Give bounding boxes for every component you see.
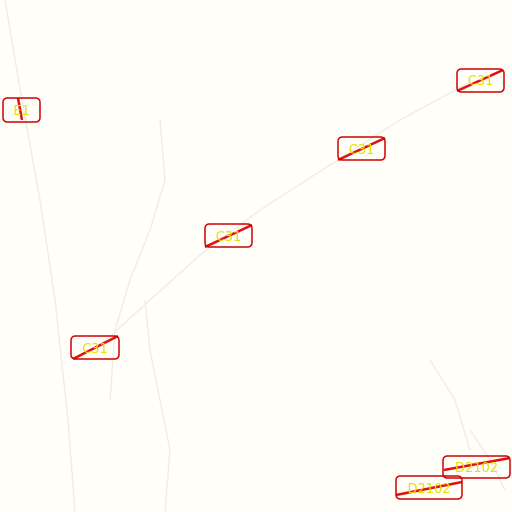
road-label-e1-text: E1 — [13, 104, 30, 119]
faint-roads — [4, 0, 506, 512]
road-label-c31-b-text: C31 — [349, 143, 375, 158]
road-label-c31-a[interactable]: C31 — [456, 68, 505, 93]
road-label-c31-d[interactable]: C31 — [70, 335, 120, 360]
road-segment-c31-c — [204, 223, 253, 249]
road-shield-c31-a — [456, 68, 505, 93]
road-label-e1[interactable]: E1 — [2, 97, 41, 123]
faint-road-south — [144, 299, 171, 512]
road-segment-d2102-b — [443, 456, 511, 472]
faint-road-east — [469, 429, 506, 491]
road-shield-e1 — [2, 97, 41, 123]
faint-road-west-vertical — [4, 0, 76, 512]
road-segment-c31-a — [456, 68, 504, 93]
highlighted-road-segments — [16, 68, 511, 497]
road-label-c31-c-text: C31 — [216, 230, 242, 245]
road-label-c31-b[interactable]: C31 — [337, 136, 386, 161]
road-label-d2102-b-text: D2102 — [455, 461, 498, 476]
road-segment-c31-d — [72, 334, 119, 361]
road-label-d2102-text: D2102 — [407, 482, 450, 497]
faint-road-main-diagonal — [94, 81, 471, 351]
road-shield-d2102 — [395, 475, 463, 500]
road-shield-c31-c — [204, 223, 253, 248]
road-label-c31-d-text: C31 — [82, 342, 108, 357]
road-segment-c31-b — [337, 136, 386, 162]
road-segment-e1 — [16, 97, 24, 121]
road-shield-c31-b — [337, 136, 386, 161]
road-label-d2102-b[interactable]: D2102 — [442, 455, 511, 479]
road-shield-d2102-b — [442, 455, 511, 479]
road-shield-c31-d — [70, 335, 120, 360]
faint-road-east-b — [429, 359, 471, 451]
faint-road-branch — [109, 119, 166, 401]
road-segment-d2102 — [395, 480, 463, 497]
road-label-c31-c[interactable]: C31 — [204, 223, 253, 248]
road-label-c31-a-text: C31 — [468, 74, 494, 89]
road-label-d2102[interactable]: D2102 — [395, 475, 463, 500]
